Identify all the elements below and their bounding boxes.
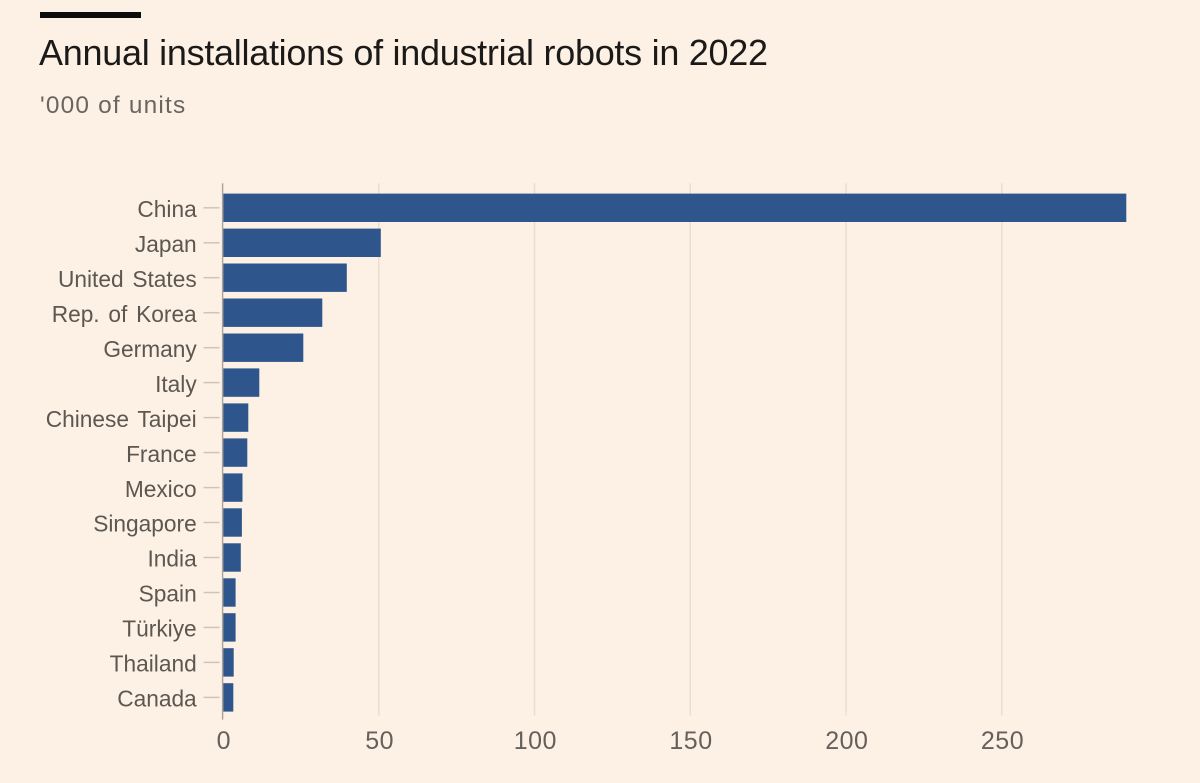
svg-text:Thailand: Thailand [110, 651, 197, 677]
svg-text:50: 50 [365, 727, 394, 755]
svg-text:250: 250 [981, 727, 1024, 755]
svg-text:0: 0 [217, 727, 231, 755]
svg-text:Singapore: Singapore [93, 511, 196, 537]
svg-text:France: France [126, 441, 197, 467]
svg-text:Italy: Italy [155, 371, 197, 397]
svg-text:Canada: Canada [117, 686, 197, 712]
svg-text:Rep. of Korea: Rep. of Korea [52, 301, 197, 327]
svg-text:India: India [147, 546, 197, 572]
svg-text:Türkiye: Türkiye [122, 616, 196, 642]
svg-text:100: 100 [514, 727, 557, 755]
svg-text:200: 200 [825, 727, 868, 755]
svg-text:Germany: Germany [103, 336, 197, 362]
svg-text:China: China [137, 196, 197, 222]
svg-text:United States: United States [58, 266, 197, 292]
svg-text:Mexico: Mexico [125, 476, 197, 502]
svg-text:150: 150 [669, 727, 712, 755]
svg-text:Spain: Spain [139, 581, 197, 607]
svg-text:Japan: Japan [135, 231, 197, 257]
svg-text:Chinese Taipei: Chinese Taipei [46, 406, 197, 432]
